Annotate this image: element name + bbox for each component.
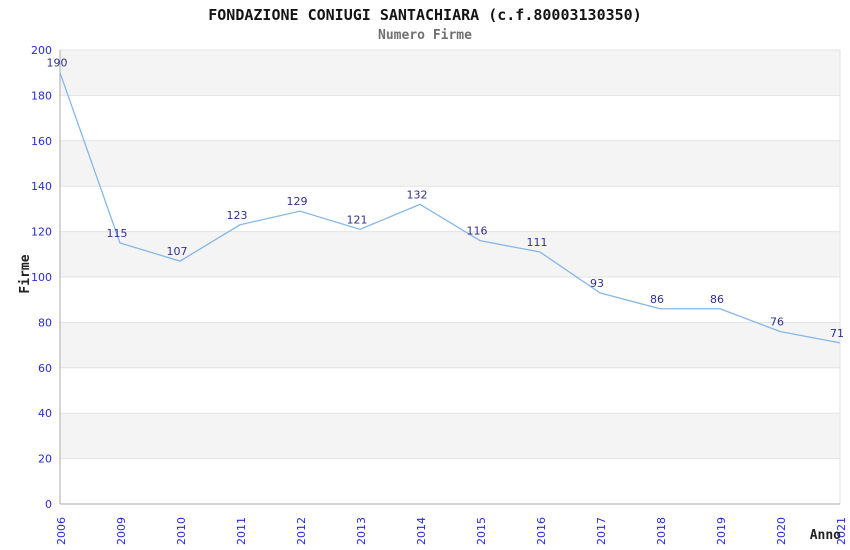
x-tick-label: 2019: [715, 517, 728, 545]
data-point-label: 116: [467, 225, 488, 238]
y-tick-label: 180: [31, 89, 52, 102]
x-tick-label: 2012: [295, 517, 308, 545]
chart-title: FONDAZIONE CONIUGI SANTACHIARA (c.f.8000…: [208, 6, 642, 24]
x-tick-label: 2011: [235, 517, 248, 545]
series-line: [59, 72, 841, 344]
x-tick-label: 2021: [835, 517, 848, 545]
x-tick-label: 2015: [475, 517, 488, 545]
data-point-label: 86: [650, 293, 664, 306]
data-point-label: 86: [710, 293, 724, 306]
data-point-label: 111: [527, 236, 548, 249]
x-tick-label: 2010: [175, 517, 188, 545]
chart-subtitle: Numero Firme: [378, 28, 472, 43]
data-point-label: 132: [407, 188, 428, 201]
x-tick-label: 2018: [655, 517, 668, 545]
x-tick-label: 2020: [775, 517, 788, 545]
x-axis-title: Anno: [809, 528, 841, 543]
y-tick-label: 0: [45, 498, 52, 511]
data-point-label: 121: [347, 213, 368, 226]
y-tick-label: 200: [31, 44, 52, 57]
data-point-label: 115: [107, 227, 128, 240]
data-point-label: 76: [770, 315, 784, 328]
x-tick-label: 2014: [415, 517, 428, 545]
x-tick-label: 2009: [115, 517, 128, 545]
y-tick-label: 60: [38, 362, 52, 375]
data-point-label: 71: [830, 327, 844, 340]
y-tick-label: 80: [38, 316, 52, 329]
x-tick-label: 2016: [535, 517, 548, 545]
grid-band: [60, 140, 840, 187]
x-tick-label: 2013: [355, 517, 368, 545]
x-tick-label: 2017: [595, 517, 608, 545]
grid-band: [60, 322, 840, 368]
y-tick-label: 20: [38, 453, 52, 466]
y-tick-label: 40: [38, 407, 52, 420]
y-tick-label: 100: [31, 271, 52, 284]
grid-band: [60, 50, 840, 96]
x-tick-label: 2006: [55, 517, 68, 545]
y-tick-label: 140: [31, 180, 52, 193]
y-tick-label: 120: [31, 226, 52, 239]
data-point-label: 93: [590, 277, 604, 290]
y-tick-label: 160: [31, 135, 52, 148]
data-point-label: 190: [47, 57, 68, 70]
data-point-label: 129: [287, 195, 308, 208]
grid-band: [60, 413, 840, 459]
data-point-label: 123: [227, 209, 248, 222]
data-point-label: 107: [167, 245, 188, 258]
